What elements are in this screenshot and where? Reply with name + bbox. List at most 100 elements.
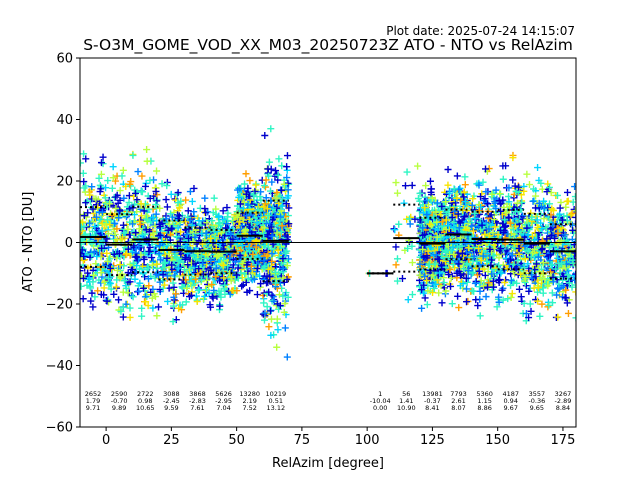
scatter-point xyxy=(253,268,261,276)
scatter-point xyxy=(272,275,280,283)
scatter-point xyxy=(82,155,90,163)
scatter-point xyxy=(132,253,140,261)
scatter-point xyxy=(105,298,113,306)
scatter-point xyxy=(105,230,113,238)
scatter-point xyxy=(392,243,400,251)
scatter-point xyxy=(140,207,148,215)
scatter-point xyxy=(146,243,154,251)
scatter-point xyxy=(186,188,194,196)
scatter-point xyxy=(185,234,193,242)
scatter-point xyxy=(129,220,137,228)
scatter-point xyxy=(274,171,282,179)
scatter-point xyxy=(171,253,179,261)
scatter-point xyxy=(135,287,143,295)
scatter-point xyxy=(182,298,190,306)
x-axis-label: RelAzim [degree] xyxy=(272,456,384,471)
scatter-point xyxy=(213,252,221,260)
scatter-point xyxy=(86,219,94,227)
scatter-point xyxy=(113,276,121,284)
scatter-point xyxy=(123,250,131,258)
scatter-point xyxy=(104,257,112,265)
scatter-point xyxy=(246,287,254,295)
scatter-point xyxy=(126,313,134,321)
bin-std-label: 7.52 xyxy=(242,404,256,412)
scatter-point xyxy=(97,185,105,193)
scatter-point xyxy=(515,285,523,293)
scatter-point xyxy=(129,151,137,159)
scatter-point xyxy=(108,211,116,219)
scatter-point xyxy=(141,249,149,257)
scatter-point xyxy=(192,275,200,283)
scatter-point xyxy=(208,293,216,301)
scatter-point xyxy=(132,229,140,237)
scatter-point xyxy=(278,202,286,210)
scatter-point xyxy=(170,293,178,301)
scatter-point xyxy=(504,295,512,303)
scatter-point xyxy=(539,289,547,297)
scatter-point xyxy=(283,262,291,270)
scatter-point xyxy=(114,199,122,207)
scatter-point xyxy=(106,200,114,208)
scatter-point xyxy=(393,277,401,285)
scatter-point xyxy=(170,283,178,291)
scatter-point xyxy=(508,290,516,298)
scatter-point xyxy=(463,298,471,306)
scatter-point xyxy=(122,251,130,259)
scatter-point xyxy=(261,200,269,208)
scatter-point xyxy=(129,293,137,301)
scatter-point xyxy=(261,309,269,317)
scatter-point xyxy=(112,283,120,291)
scatter-point xyxy=(273,194,281,202)
scatter-point xyxy=(131,200,139,208)
scatter-point xyxy=(174,189,182,197)
scatter-point xyxy=(183,230,191,238)
scatter-point xyxy=(86,253,94,261)
x-tick-label: 0 xyxy=(102,433,110,448)
scatter-point xyxy=(233,271,241,279)
scatter-point xyxy=(141,230,149,238)
scatter-point xyxy=(81,188,89,196)
scatter-point xyxy=(149,304,157,312)
scatter-point xyxy=(111,230,119,238)
scatter-point xyxy=(138,188,146,196)
scatter-point xyxy=(226,254,234,262)
scatter-point xyxy=(408,242,416,250)
scatter-point xyxy=(403,168,411,176)
scatter-point xyxy=(274,246,282,254)
scatter-point xyxy=(208,281,216,289)
x-tick-label: 50 xyxy=(228,433,245,448)
scatter-point xyxy=(262,176,270,184)
scatter-point xyxy=(205,289,213,297)
scatter-point xyxy=(201,292,209,300)
scatter-point xyxy=(395,220,403,228)
scatter-point xyxy=(98,227,106,235)
scatter-point xyxy=(283,194,291,202)
scatter-point xyxy=(210,286,218,294)
scatter-point xyxy=(119,313,127,321)
scatter-point xyxy=(106,221,114,229)
x-tick-label: 150 xyxy=(485,433,510,448)
scatter-point xyxy=(172,290,180,298)
scatter-point xyxy=(246,177,254,185)
bin-std-label: 13.12 xyxy=(266,404,285,412)
scatter-point xyxy=(393,255,401,263)
scatter-point xyxy=(110,250,118,258)
scatter-point xyxy=(129,204,137,212)
scatter-point xyxy=(400,199,408,207)
scatter-point xyxy=(523,170,531,178)
scatter-point xyxy=(99,160,107,168)
scatter-point xyxy=(163,182,171,190)
scatter-point xyxy=(149,257,157,265)
scatter-point xyxy=(392,261,400,269)
scatter-point xyxy=(175,304,183,312)
scatter-point xyxy=(80,252,88,260)
scatter-point xyxy=(163,238,171,246)
scatter-point xyxy=(245,244,253,252)
scatter-point xyxy=(151,247,159,255)
scatter-point xyxy=(113,225,121,233)
scatter-point xyxy=(463,278,471,286)
scatter-point xyxy=(119,288,127,296)
scatter-point xyxy=(260,316,268,324)
scatter-point xyxy=(183,284,191,292)
